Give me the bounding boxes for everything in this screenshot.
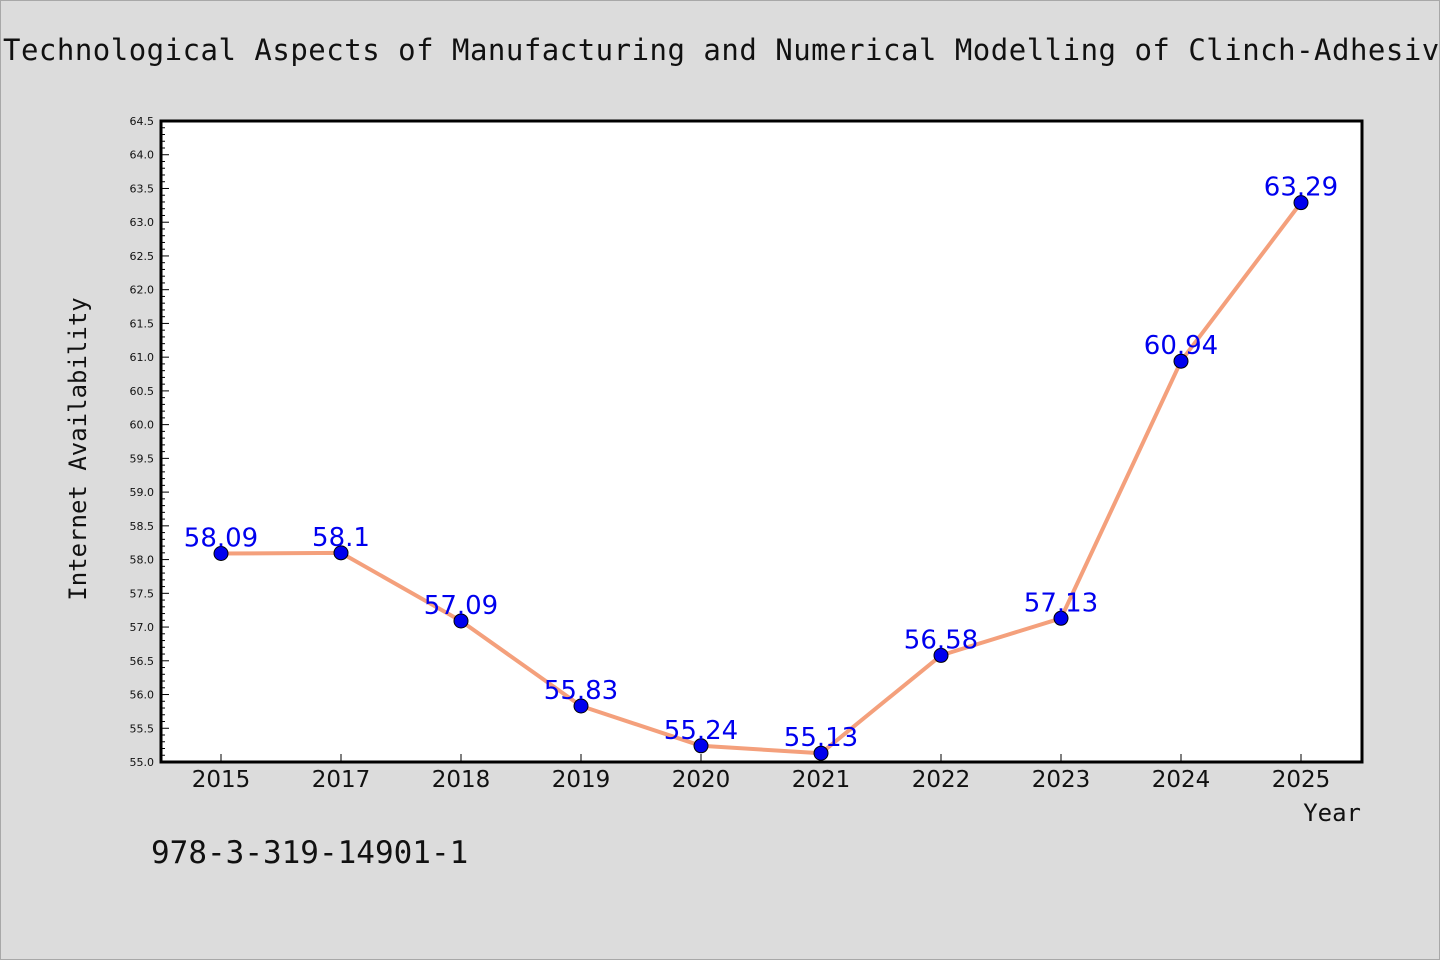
x-axis-label: Year — [1303, 799, 1361, 827]
y-tick-label: 56.5 — [130, 655, 155, 668]
x-tick-label: 2017 — [312, 767, 371, 793]
y-tick-label: 62.5 — [130, 250, 155, 263]
data-point — [1053, 610, 1069, 626]
data-point — [1173, 353, 1189, 369]
y-tick-label: 60.5 — [130, 385, 155, 398]
data-point — [1293, 195, 1309, 211]
data-point — [813, 745, 829, 761]
y-tick-label: 64.5 — [130, 115, 155, 128]
y-tick-label: 55.0 — [130, 756, 155, 769]
chart-title: Technological Aspects of Manufacturing a… — [3, 33, 1440, 67]
data-point — [453, 613, 469, 629]
y-tick-label: 58.5 — [130, 520, 155, 533]
data-label: 60.94 — [1144, 331, 1218, 361]
data-label: 58.09 — [184, 524, 258, 554]
isbn-text: 978-3-319-14901-1 — [151, 835, 469, 871]
data-label: 56.58 — [904, 625, 978, 655]
y-tick-label: 61.5 — [130, 317, 155, 330]
data-label: 57.13 — [1024, 588, 1098, 618]
series-line — [219, 200, 1303, 756]
y-tick-label: 59.0 — [130, 486, 155, 499]
y-tick-label: 59.5 — [130, 452, 155, 465]
data-point — [213, 546, 229, 562]
data-label: 55.13 — [784, 723, 858, 753]
y-tick-label: 61.0 — [130, 351, 155, 364]
y-tick-label: 63.5 — [130, 182, 155, 195]
y-axis-label: Internet Availability — [64, 297, 92, 600]
data-label: 55.24 — [664, 716, 738, 746]
data-label: 63.29 — [1264, 173, 1338, 203]
x-tick-label: 2018 — [432, 767, 491, 793]
y-tick-label: 60.0 — [130, 419, 155, 432]
x-tick-label: 2020 — [672, 767, 731, 793]
y-tick-label: 63.0 — [130, 216, 155, 229]
x-tick-label: 2021 — [792, 767, 851, 793]
y-tick-label: 64.0 — [130, 149, 155, 162]
x-tick-label: 2015 — [192, 767, 251, 793]
x-tick-label: 2025 — [1272, 767, 1331, 793]
data-label: 58.1 — [312, 523, 370, 553]
plot-area — [159, 119, 1364, 764]
y-tick-label: 62.0 — [130, 284, 155, 297]
x-tick-label: 2019 — [552, 767, 611, 793]
y-tick-label: 57.5 — [130, 587, 155, 600]
y-tick-label: 58.0 — [130, 554, 155, 567]
data-point — [693, 738, 709, 754]
data-point — [933, 647, 949, 663]
x-tick-label: 2024 — [1152, 767, 1211, 793]
data-label: 57.09 — [424, 591, 498, 621]
data-point — [333, 545, 349, 561]
data-point — [573, 698, 589, 714]
y-tick-label: 55.5 — [130, 722, 155, 735]
y-tick-label: 56.0 — [130, 689, 155, 702]
data-label: 55.83 — [544, 676, 618, 706]
x-tick-label: 2023 — [1032, 767, 1091, 793]
x-tick-label: 2022 — [912, 767, 971, 793]
y-tick-label: 57.0 — [130, 621, 155, 634]
